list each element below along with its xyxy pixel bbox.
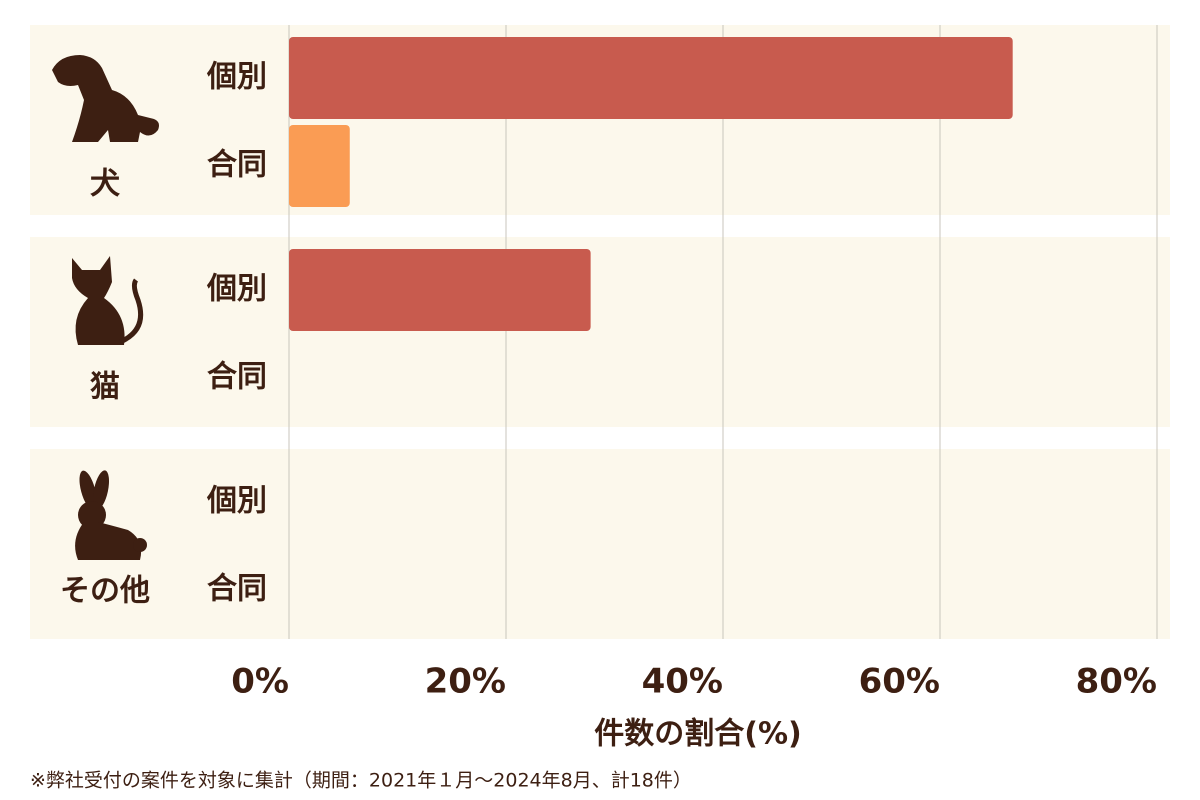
row-label: 合同	[207, 572, 267, 607]
row-label: 個別	[206, 60, 267, 95]
group-label: 猫	[90, 370, 120, 405]
icons	[52, 55, 159, 560]
x-tick-label: 20%	[425, 662, 506, 702]
row-label: 合同	[207, 360, 267, 395]
cat-icon	[72, 256, 144, 345]
bar	[289, 125, 350, 207]
x-tick-label: 60%	[859, 662, 940, 702]
dog-icon	[52, 55, 159, 142]
panel	[30, 449, 1170, 639]
row-label: 個別	[206, 484, 267, 519]
footnote: ※弊社受付の案件を対象に集計（期間：2021年１月～2024年8月、計18件）	[30, 770, 692, 792]
rabbit-icon	[75, 470, 147, 560]
group-label: その他	[60, 574, 150, 609]
group-label: 犬	[90, 167, 120, 202]
bar	[289, 37, 1013, 119]
bar	[289, 249, 591, 331]
x-tick-label: 40%	[642, 662, 723, 702]
x-tick-label: 0%	[231, 662, 289, 702]
panel	[30, 237, 1170, 427]
x-tick-label: 80%	[1076, 662, 1157, 702]
row-label: 合同	[207, 148, 267, 183]
x-axis-label: 件数の割合(%)	[594, 717, 801, 752]
row-label: 個別	[206, 272, 267, 307]
